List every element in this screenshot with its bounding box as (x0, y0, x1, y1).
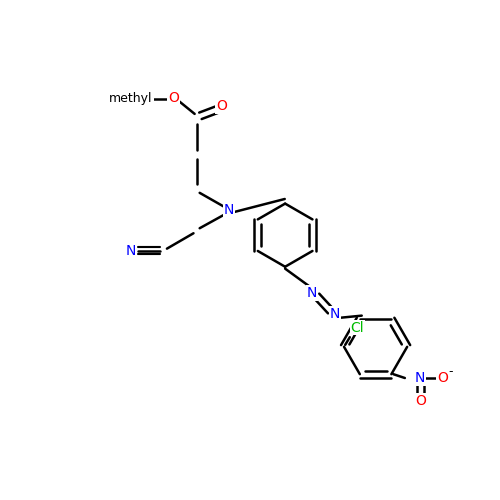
Text: O: O (415, 394, 426, 408)
Text: O: O (437, 371, 448, 385)
Text: N: N (126, 244, 136, 258)
Text: N: N (330, 307, 340, 321)
Text: O: O (168, 92, 179, 106)
Text: Cl: Cl (350, 320, 364, 334)
Text: O: O (216, 99, 227, 113)
Text: N: N (224, 203, 234, 217)
Text: -: - (449, 364, 454, 378)
Text: N: N (415, 371, 426, 385)
Text: methyl: methyl (110, 92, 153, 105)
Text: N: N (307, 286, 318, 300)
